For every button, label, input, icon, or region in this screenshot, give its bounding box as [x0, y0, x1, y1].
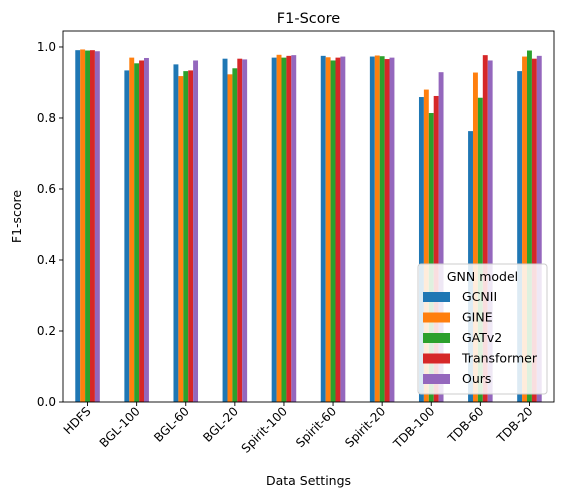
- y-tick-label: 0.8: [37, 111, 56, 125]
- y-tick-label: 1.0: [37, 40, 56, 54]
- legend-swatch-transformer: [423, 353, 450, 364]
- bar-gatv2-tdb-100: [428, 113, 434, 402]
- bar-gine-spirit-20: [374, 55, 380, 403]
- bar-gatv2-hdfs: [85, 50, 91, 403]
- x-tick-label-bgl-20: BGL-20: [200, 404, 241, 445]
- bar-transformer-spirit-20: [384, 59, 390, 403]
- bars-group: [75, 49, 542, 403]
- bar-transformer-bgl-20: [237, 58, 243, 403]
- bar-transformer-bgl-100: [139, 60, 145, 403]
- bar-gatv2-tdb-60: [477, 97, 483, 402]
- bar-transformer-tdb-100: [433, 95, 439, 403]
- legend-label-transformer: Transformer: [461, 351, 538, 366]
- legend: GNN model GCNII GINE GATv2 Transformer Ours: [417, 263, 548, 395]
- bar-gcnii-spirit-60: [320, 55, 326, 402]
- x-axis-title: Data Settings: [266, 473, 351, 488]
- legend-swatch-gatv2: [423, 333, 450, 343]
- bar-gatv2-spirit-20: [379, 56, 385, 403]
- legend-items: GCNII GINE GATv2 Transformer Ours: [423, 289, 538, 386]
- bar-ours-spirit-60: [340, 56, 346, 403]
- bar-gatv2-bgl-20: [232, 68, 238, 402]
- bar-transformer-tdb-60: [482, 55, 488, 402]
- legend-box: [417, 263, 548, 395]
- y-tick-label: 0.4: [37, 253, 56, 267]
- plot-frame: [62, 30, 555, 403]
- legend-label-gatv2: GATv2: [462, 330, 502, 345]
- bar-gine-tdb-60: [472, 72, 478, 403]
- bar-gatv2-spirit-100: [281, 57, 287, 402]
- bar-ours-hdfs: [94, 51, 100, 403]
- bar-gine-spirit-60: [325, 57, 331, 403]
- y-axis-title: F1-score: [9, 190, 24, 244]
- x-tick-label-hdfs: HDFS: [61, 404, 94, 437]
- legend-swatch-gcnii: [423, 292, 450, 302]
- bar-ours-bgl-100: [144, 57, 149, 403]
- bar-ours-tdb-60: [487, 60, 493, 403]
- x-tick-label-spirit-20: Spirit-20: [342, 404, 388, 450]
- bar-gcnii-spirit-100: [271, 57, 277, 402]
- y-tick-label: 0.0: [37, 395, 56, 409]
- bar-gcnii-bgl-20: [222, 58, 228, 403]
- bar-gcnii-hdfs: [75, 50, 81, 402]
- legend-label-gine: GINE: [462, 310, 493, 325]
- bar-gine-tdb-100: [423, 89, 429, 402]
- legend-swatch-ours: [423, 374, 450, 384]
- legend-label-gcnii: GCNII: [462, 289, 497, 304]
- bar-ours-bgl-20: [242, 59, 248, 402]
- bar-gine-bgl-100: [129, 57, 135, 402]
- bar-gatv2-spirit-60: [330, 60, 336, 403]
- legend-title: GNN model: [447, 269, 518, 284]
- legend-swatch-gine: [423, 312, 450, 323]
- bar-gatv2-bgl-100: [134, 63, 140, 402]
- bar-gcnii-bgl-60: [173, 64, 179, 402]
- bar-gine-hdfs: [80, 49, 86, 402]
- bar-ours-bgl-60: [193, 60, 199, 403]
- x-tick-label-tdb-60: TDB-60: [444, 404, 486, 446]
- x-tick-label-bgl-60: BGL-60: [151, 404, 192, 445]
- x-tick-label-bgl-100: BGL-100: [97, 404, 143, 450]
- bar-ours-spirit-100: [291, 55, 297, 402]
- x-tick-label-spirit-100: Spirit-100: [239, 404, 290, 455]
- bar-gcnii-bgl-100: [124, 70, 130, 402]
- bar-gatv2-tdb-20: [526, 50, 532, 403]
- bar-gine-bgl-20: [227, 74, 233, 402]
- x-tick-label-tdb-100: TDB-100: [390, 404, 437, 451]
- bar-transformer-spirit-100: [286, 55, 292, 402]
- bar-ours-tdb-20: [536, 55, 542, 402]
- legend-label-ours: Ours: [462, 371, 491, 386]
- chart-title: F1-Score: [277, 11, 340, 27]
- bar-transformer-spirit-60: [335, 57, 341, 402]
- y-tick-label: 0.2: [37, 324, 56, 338]
- bar-ours-spirit-20: [389, 57, 395, 402]
- x-tick-label-spirit-60: Spirit-60: [293, 404, 339, 450]
- bar-gcnii-tdb-20: [517, 71, 523, 402]
- bar-transformer-bgl-60: [188, 70, 194, 402]
- bar-transformer-hdfs: [90, 50, 95, 402]
- bar-gcnii-tdb-100: [418, 97, 424, 402]
- bar-gcnii-spirit-20: [369, 56, 375, 403]
- x-tick-label-tdb-20: TDB-20: [494, 404, 536, 446]
- bar-gine-tdb-20: [522, 56, 527, 403]
- bar-gine-bgl-60: [178, 76, 184, 402]
- y-tick-label: 0.6: [37, 182, 56, 196]
- bar-ours-tdb-100: [438, 72, 444, 403]
- axes-group: [62, 30, 555, 403]
- bar-transformer-tdb-20: [531, 58, 537, 403]
- bar-gine-spirit-100: [276, 54, 282, 403]
- bar-gatv2-bgl-60: [183, 71, 189, 402]
- y-axis-ticks: 0.0 0.2 0.4 0.6 0.8 1.0: [37, 40, 63, 409]
